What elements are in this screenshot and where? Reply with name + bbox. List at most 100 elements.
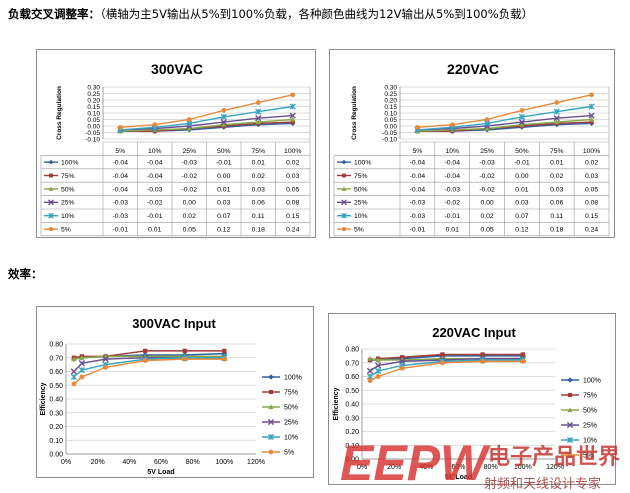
table-cell: -0.04: [445, 160, 461, 167]
x-tick-label: 60%: [451, 464, 465, 471]
data-point-50pct: [186, 126, 192, 131]
x-category-label: 50%: [217, 148, 231, 155]
data-point-5pct: [71, 381, 77, 387]
legend-marker-100pct: [268, 374, 274, 380]
data-point-50pct: [221, 122, 227, 127]
legend-label: 100%: [61, 160, 78, 167]
data-point-50pct: [367, 355, 373, 361]
data-point-50pct: [554, 119, 560, 125]
data-point-50pct: [375, 357, 381, 363]
data-point-5pct: [221, 356, 227, 362]
legend-marker-10pct: [267, 433, 275, 441]
legend-marker-75pct: [342, 173, 346, 178]
data-point-25pct: [70, 368, 78, 375]
data-point-50pct: [484, 126, 490, 131]
chart-title: 300VAC: [151, 61, 203, 77]
table-cell: 0.01: [217, 186, 230, 193]
legend-label: 5%: [354, 227, 364, 234]
y-tick-label: -0.05: [382, 130, 397, 137]
table-cell: 0.00: [480, 200, 493, 207]
x-tick-label: 120%: [546, 464, 564, 471]
data-point-10pct: [78, 366, 85, 374]
data-point-25pct: [553, 115, 560, 122]
table-cell: 0.11: [252, 213, 265, 220]
data-point-25pct: [366, 367, 374, 375]
legend-marker-5pct: [341, 226, 347, 232]
y-tick-label: 0.05: [384, 117, 397, 124]
data-point-25pct: [518, 119, 526, 126]
table-cell: -0.04: [113, 186, 129, 193]
table-cell: 0.02: [183, 213, 196, 220]
data-point-5pct: [439, 360, 445, 366]
table-cell: 0.00: [515, 173, 528, 180]
legend-marker-50pct: [48, 186, 54, 191]
table-cell: 0.02: [585, 160, 598, 167]
table-cell: -0.01: [216, 160, 232, 167]
legend-marker-75pct: [268, 389, 274, 395]
data-point-25pct: [289, 112, 296, 119]
series-line-5pct: [369, 360, 523, 382]
table-cell: 0.08: [286, 200, 299, 207]
table-cell: 0.18: [252, 227, 265, 234]
table-cell: -0.02: [182, 173, 198, 180]
data-point-10pct: [518, 113, 525, 120]
legend-marker-5pct: [268, 449, 274, 455]
data-point-75pct: [440, 352, 445, 357]
data-point-5pct: [221, 108, 227, 113]
y-tick-label: 0.10: [87, 111, 100, 118]
data-point-75pct: [400, 355, 405, 360]
data-point-5pct: [484, 117, 490, 122]
series-line-5pct: [120, 94, 293, 128]
data-point-10pct: [289, 103, 296, 110]
data-point-25pct: [588, 112, 595, 119]
legend-label: 100%: [284, 375, 302, 382]
x-tick-label: 40%: [419, 464, 433, 471]
x-category-label: 50%: [515, 148, 529, 155]
legend-marker-5pct: [567, 452, 573, 458]
x-category-label: 25%: [480, 148, 494, 155]
table-cell: 0.18: [550, 227, 563, 234]
data-point-10pct: [553, 108, 560, 115]
chart-title: 220VAC: [447, 61, 499, 77]
y-tick-label: 0.40: [345, 402, 359, 409]
table-cell: 0.08: [585, 200, 598, 207]
x-tick-label: 80%: [186, 459, 200, 466]
data-point-25pct: [78, 360, 86, 367]
efficiency-chart-300vac: 300VAC Input 0.80 0.70 0.60 0.50 0.40 0.30 0.20…: [40, 316, 302, 476]
table-cell: 0.03: [252, 186, 265, 193]
y-tick-label: -0.05: [85, 130, 100, 137]
x-tick-label: 100%: [514, 464, 532, 471]
x-tick-label: 20%: [91, 459, 105, 466]
table-cell: -0.04: [445, 173, 461, 180]
data-point-5pct: [520, 358, 526, 364]
y-tick-label: 0.00: [384, 124, 397, 131]
data-point-10pct: [220, 113, 227, 120]
table-cell: -0.04: [410, 160, 426, 167]
y-tick-label: 0.80: [345, 347, 359, 354]
x-axis-label: 5V Load: [147, 469, 174, 476]
y-tick-label: 0.50: [345, 388, 359, 395]
data-point-75pct: [290, 120, 295, 125]
legend-marker-75pct: [49, 173, 53, 178]
legend-marker-100pct: [567, 377, 573, 383]
table-cell: 0.24: [286, 227, 299, 234]
y-tick-label: -0.10: [85, 137, 100, 144]
data-point-5pct: [103, 364, 109, 370]
y-tick-label: 0.00: [345, 457, 359, 464]
legend-label: 75%: [284, 390, 298, 397]
y-tick-label: 0.20: [87, 98, 100, 105]
table-cell: -0.01: [147, 213, 163, 220]
table-cell: 0.03: [286, 173, 299, 180]
legend-marker-10pct: [566, 436, 574, 444]
watermark-tagline: 射频和天线设计专家: [484, 476, 601, 491]
table-cell: 0.24: [585, 227, 598, 234]
data-point-10pct: [374, 367, 382, 375]
legend-marker-5pct: [48, 226, 54, 232]
y-tick-label: 0.00: [49, 452, 63, 459]
table-cell: -0.01: [514, 160, 530, 167]
data-point-5pct: [142, 358, 148, 363]
table-cell: 0.02: [252, 173, 265, 180]
table-cell: 0.05: [480, 227, 493, 234]
table-cell: 0.05: [585, 186, 598, 193]
series-line-25pct: [120, 114, 293, 131]
